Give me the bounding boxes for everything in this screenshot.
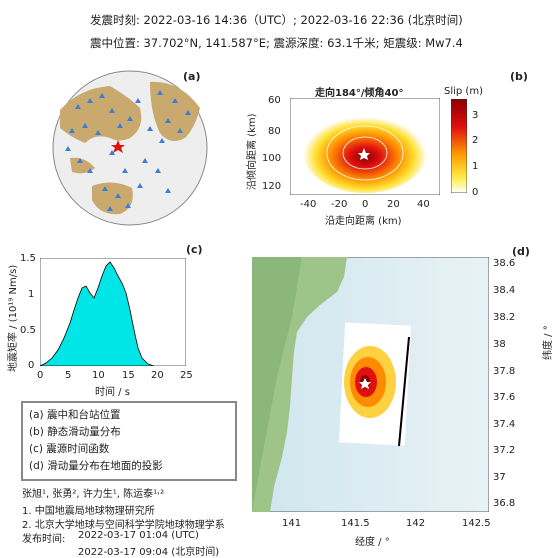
station-markers xyxy=(65,90,191,211)
release-label: 发布时间: xyxy=(22,534,66,545)
fault-top-edge xyxy=(398,336,410,447)
land-america xyxy=(150,81,200,142)
release-beijing: 2022-03-17 09:04 (北京时间) xyxy=(78,547,220,558)
slip-map xyxy=(290,98,440,195)
b-ylabel: 沿倾向距离 (km) xyxy=(247,113,258,190)
cbar-tick: 3 xyxy=(472,110,479,121)
panel-d-label: (d) xyxy=(512,245,530,258)
d-xlabel: 经度 / ° xyxy=(355,537,390,548)
d-xtick: 141.5 xyxy=(341,518,370,529)
release-utc: 2022-03-17 01:04 (UTC) xyxy=(78,530,199,541)
epicenter-star xyxy=(111,140,125,153)
d-ytick: 37 xyxy=(493,472,506,483)
cbar-label: Slip (m) xyxy=(444,86,483,97)
legend-item: (c) 震源时间函数 xyxy=(29,443,110,455)
c-ylabel: 地震矩率 / (10¹⁹ Nm/s) xyxy=(8,264,19,372)
legend-item: (a) 震中和台站位置 xyxy=(29,409,121,421)
cbar-tick: 0 xyxy=(472,187,479,198)
epicenter-star-d xyxy=(359,378,371,389)
c-xtick: 15 xyxy=(122,370,135,381)
d-ytick: 37.4 xyxy=(493,419,516,430)
d-xtick: 142 xyxy=(406,518,426,529)
epicenter-info: 震中位置: 37.702°N, 141.587°E; 震源深度: 63.1千米;… xyxy=(90,36,463,50)
panel-b-title: 走向184°/倾角40° xyxy=(315,88,404,99)
land-seasia xyxy=(70,157,95,174)
c-ytick: 1 xyxy=(28,289,35,300)
stf-curve xyxy=(40,261,155,366)
cbar-tick: 2 xyxy=(472,135,479,146)
b-xtick: -20 xyxy=(331,199,348,210)
affiliation-1: 1. 中国地震局地球物理研究所 xyxy=(22,506,155,517)
c-xtick: 10 xyxy=(92,370,105,381)
b-xtick: 20 xyxy=(387,199,400,210)
d-ylabel: 纬度 / ° xyxy=(543,325,554,360)
panel-c-label: (c) xyxy=(186,243,203,256)
b-ytick: 120 xyxy=(262,181,282,192)
land-asia xyxy=(60,86,142,143)
colorbar xyxy=(451,99,467,193)
c-xtick: 0 xyxy=(37,370,44,381)
origin-time: 发震时刻: 2022-03-16 14:36（UTC）; 2022-03-16 … xyxy=(90,13,463,27)
c-xlabel: 时间 / s xyxy=(95,387,130,398)
d-ytick: 38 xyxy=(493,339,506,350)
d-ytick: 38.2 xyxy=(493,312,516,323)
b-xlabel: 沿走向距离 (km) xyxy=(325,216,402,227)
d-ytick: 38.6 xyxy=(493,258,516,269)
c-xtick: 25 xyxy=(180,370,193,381)
stf-plot xyxy=(40,258,186,366)
hypocenter-star xyxy=(358,148,370,160)
d-ytick: 37.8 xyxy=(493,366,516,377)
legend-item: (d) 滑动量分布在地面的投影 xyxy=(29,460,163,472)
b-ytick: 100 xyxy=(262,153,282,164)
c-xtick: 5 xyxy=(65,370,72,381)
c-xtick: 20 xyxy=(151,370,164,381)
panel-legend: (a) 震中和台站位置 (b) 静态滑动量分布 (c) 震源时间函数 (d) 滑… xyxy=(21,401,237,481)
cbar-tick: 1 xyxy=(472,161,479,172)
b-xtick: -40 xyxy=(300,199,317,210)
d-xtick: 142.5 xyxy=(462,518,491,529)
projection-map xyxy=(252,257,489,512)
b-xtick: 0 xyxy=(362,199,369,210)
authors: 张旭¹, 张勇², 许力生¹, 陈运泰¹˒² xyxy=(22,489,165,500)
d-ytick: 37.6 xyxy=(493,392,516,403)
b-ytick: 80 xyxy=(268,126,281,137)
b-xtick: 40 xyxy=(417,199,430,210)
c-ytick: 1.5 xyxy=(20,253,36,264)
station-map-globe xyxy=(52,70,208,226)
c-ytick: 0.5 xyxy=(20,325,36,336)
b-ytick: 60 xyxy=(268,95,281,106)
land-australia xyxy=(92,182,133,215)
d-ytick: 37.2 xyxy=(493,445,516,456)
d-ytick: 38.4 xyxy=(493,285,516,296)
c-ytick: 0 xyxy=(28,360,35,371)
affiliation-2: 2. 北京大学地球与空间科学学院地球物理学系 xyxy=(22,520,225,531)
d-xtick: 141 xyxy=(282,518,302,529)
legend-item: (b) 静态滑动量分布 xyxy=(29,426,121,438)
panel-b-label: (b) xyxy=(510,70,528,83)
panel-a-label: (a) xyxy=(183,70,201,83)
d-ytick: 36.8 xyxy=(493,498,516,509)
